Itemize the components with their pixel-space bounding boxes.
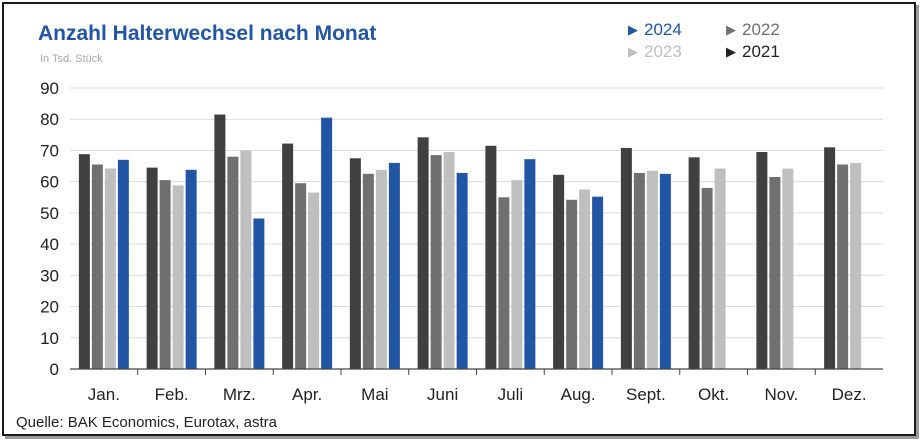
bar-2021: [282, 143, 294, 369]
legend-item-2024: ▶ 2024: [628, 20, 682, 40]
bar-2024: [253, 218, 265, 369]
bar-2024: [592, 196, 604, 369]
legend-item-2022: ▶ 2022: [726, 20, 780, 40]
legend-label-2023: 2023: [644, 42, 682, 61]
x-tick-label: Jan.: [88, 385, 120, 404]
bar-2021: [214, 114, 226, 370]
bar-2022: [295, 183, 307, 369]
bar-2022: [566, 199, 578, 369]
bar-2023: [579, 189, 591, 369]
x-tick-label: Dez.: [832, 385, 867, 404]
bar-2021: [553, 174, 565, 369]
x-axis: Jan. Feb. Mrz. Apr. Mai Juni Juli Aug. Sept. Okt.…: [88, 369, 867, 404]
bar-2023: [782, 168, 794, 369]
bar-2023: [714, 168, 726, 369]
bar-2022: [227, 156, 239, 369]
bar-2024: [456, 172, 468, 369]
y-tick-label: 70: [40, 141, 59, 160]
y-tick-label: 90: [40, 79, 59, 98]
y-tick-label: 50: [40, 204, 59, 223]
bar-2024: [388, 162, 400, 369]
bar-2023: [104, 168, 116, 369]
bar-2024: [185, 169, 197, 369]
x-tick-label: Mrz.: [223, 385, 256, 404]
bar-2022: [159, 180, 171, 369]
x-tick-label: Aug.: [561, 385, 596, 404]
bar-2024: [524, 159, 536, 369]
bar-2021: [349, 158, 361, 369]
bar-2023: [443, 152, 455, 369]
legend-item-2023: ▶ 2023: [628, 42, 682, 62]
y-tick-label: 80: [40, 110, 59, 129]
bar-2021: [688, 157, 700, 369]
y-tick-label: 20: [40, 298, 59, 317]
y-tick-label: 10: [40, 329, 59, 348]
bar-2023: [646, 170, 658, 369]
legend-label-2024: 2024: [644, 20, 682, 39]
bar-2023: [308, 192, 320, 369]
chart-subtitle: In Tsd. Stück: [40, 53, 103, 65]
bar-2022: [362, 173, 374, 369]
bar-2023: [511, 180, 523, 369]
legend-label-2021: 2021: [742, 42, 780, 61]
bar-2021: [824, 147, 836, 369]
bar-2023: [240, 150, 252, 369]
x-tick-label: Apr.: [292, 385, 322, 404]
bar-2021: [756, 152, 768, 369]
x-tick-label: Okt.: [698, 385, 729, 404]
gridlines: [70, 87, 883, 339]
chart-title: Anzahl Halterwechsel nach Monat: [38, 22, 377, 45]
bar-2021: [485, 145, 497, 369]
bars: [78, 114, 862, 370]
x-tick-label: Mai: [361, 385, 388, 404]
legend-marker-icon: ▶: [628, 44, 638, 59]
bar-2022: [498, 197, 510, 369]
y-tick-label: 30: [40, 266, 59, 285]
bar-2022: [701, 187, 713, 369]
x-tick-label: Nov.: [765, 385, 799, 404]
x-tick-label: Sept.: [626, 385, 666, 404]
legend-marker-icon: ▶: [726, 44, 736, 59]
bar-2022: [633, 172, 645, 369]
bar-2023: [375, 169, 387, 369]
bar-2024: [117, 159, 129, 369]
bar-2021: [146, 167, 158, 369]
bar-2021: [78, 154, 90, 369]
y-tick-label: 40: [40, 235, 59, 254]
x-tick-label: Juli: [498, 385, 524, 404]
bar-2022: [769, 176, 781, 369]
legend-label-2022: 2022: [742, 20, 780, 39]
bar-2021: [620, 147, 632, 369]
bar-2022: [837, 164, 849, 369]
y-tick-label: 60: [40, 173, 59, 192]
bar-2023: [172, 185, 184, 369]
bar-2023: [850, 162, 862, 369]
legend-item-2021: ▶ 2021: [726, 42, 780, 62]
legend-marker-icon: ▶: [628, 22, 638, 37]
bar-2024: [321, 117, 333, 370]
y-tick-label: 0: [50, 360, 59, 379]
y-axis: 0 10 20 30 40 50 60 70 80 90: [40, 79, 59, 379]
x-tick-label: Feb.: [155, 385, 189, 404]
bar-2022: [430, 155, 442, 369]
legend-marker-icon: ▶: [726, 22, 736, 37]
x-tick-label: Juni: [427, 385, 458, 404]
bar-2024: [659, 173, 671, 369]
bar-2022: [91, 164, 103, 369]
bar-2021: [417, 137, 429, 369]
chart-source: Quelle: BAK Economics, Eurotax, astra: [16, 414, 277, 431]
